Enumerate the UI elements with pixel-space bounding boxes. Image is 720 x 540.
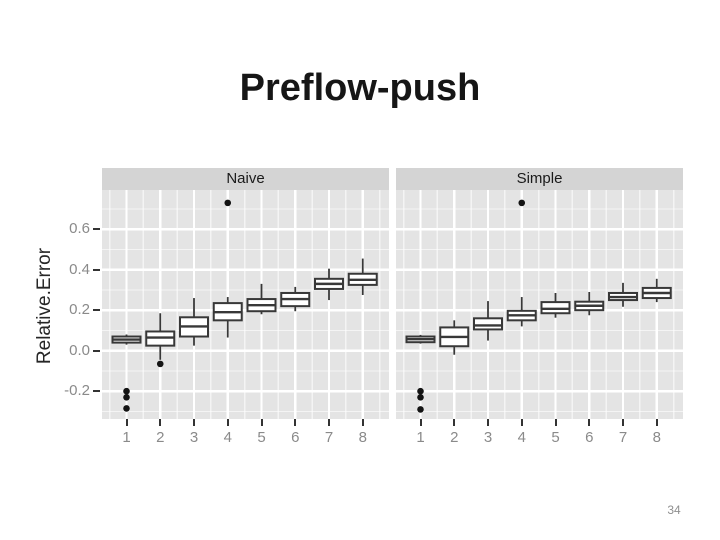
x-tick-mark <box>588 419 591 426</box>
x-tick-label: 2 <box>156 429 165 446</box>
outlier-point <box>156 360 164 368</box>
x-tick-mark <box>554 419 557 426</box>
x-tick-mark <box>193 419 195 426</box>
x-tick-label: 4 <box>223 429 232 446</box>
x-tick-label: 3 <box>189 429 199 446</box>
x-tick-label: 2 <box>450 429 459 446</box>
x-tick-mark <box>328 419 330 426</box>
outlier-point <box>123 405 130 412</box>
x-tick-label: 4 <box>517 429 526 446</box>
y-tick-mark <box>93 269 100 271</box>
x-tick-mark <box>453 419 456 426</box>
x-tick-mark <box>655 419 658 426</box>
y-tick-label: 0.4 <box>69 260 90 278</box>
x-tick-label: 8 <box>358 429 367 446</box>
page-number: 34 <box>667 503 681 517</box>
y-tick-mark <box>93 350 100 352</box>
y-tick-mark <box>93 309 100 311</box>
x-tick-label: 5 <box>551 429 560 446</box>
outlier-point <box>518 199 526 207</box>
x-tick-label: 1 <box>416 429 425 446</box>
facet-panel-naive: Naive <box>102 168 389 419</box>
x-tick-label: 3 <box>483 429 493 446</box>
x-tick-mark <box>622 419 624 426</box>
y-tick-label: 0.0 <box>69 341 90 359</box>
x-tick-mark <box>487 419 489 426</box>
x-tick-label: 6 <box>291 429 300 446</box>
x-tick-mark <box>260 419 263 426</box>
x-tick-label: 6 <box>585 429 594 446</box>
facet-strip-label: Naive <box>102 168 389 190</box>
x-tick-label: 5 <box>257 429 266 446</box>
x-tick-mark <box>294 419 297 426</box>
x-tick-mark <box>419 419 422 426</box>
outlier-point <box>417 393 424 401</box>
boxplot-svg <box>396 190 683 419</box>
y-tick-label: 0.2 <box>69 301 90 318</box>
x-tick-label: 7 <box>618 429 628 446</box>
x-tick-mark <box>125 419 128 426</box>
y-tick-label: 0.6 <box>69 220 90 237</box>
y-tick-label: -0.2 <box>64 382 90 399</box>
outlier-point <box>417 387 424 395</box>
x-tick-mark <box>361 419 364 426</box>
x-tick-mark <box>520 419 523 426</box>
outlier-point <box>123 387 130 395</box>
x-tick-label: 1 <box>122 429 131 446</box>
facet-strip-label: Simple <box>396 168 683 190</box>
outlier-point <box>123 393 130 401</box>
slide-title: Preflow-push <box>239 67 481 110</box>
outlier-point <box>417 406 424 413</box>
x-tick-label: 7 <box>324 429 334 446</box>
outlier-point <box>224 199 232 207</box>
box-iqr <box>473 317 503 331</box>
y-tick-mark <box>93 390 100 392</box>
boxplot-svg <box>102 190 389 419</box>
facet-panel-simple: Simple <box>396 168 683 419</box>
x-tick-label: 8 <box>652 429 661 446</box>
x-tick-mark <box>226 419 229 426</box>
x-tick-mark <box>159 419 162 426</box>
facet-plot-area <box>102 190 389 419</box>
y-tick-mark <box>93 228 100 230</box>
facet-plot-area <box>396 190 683 419</box>
